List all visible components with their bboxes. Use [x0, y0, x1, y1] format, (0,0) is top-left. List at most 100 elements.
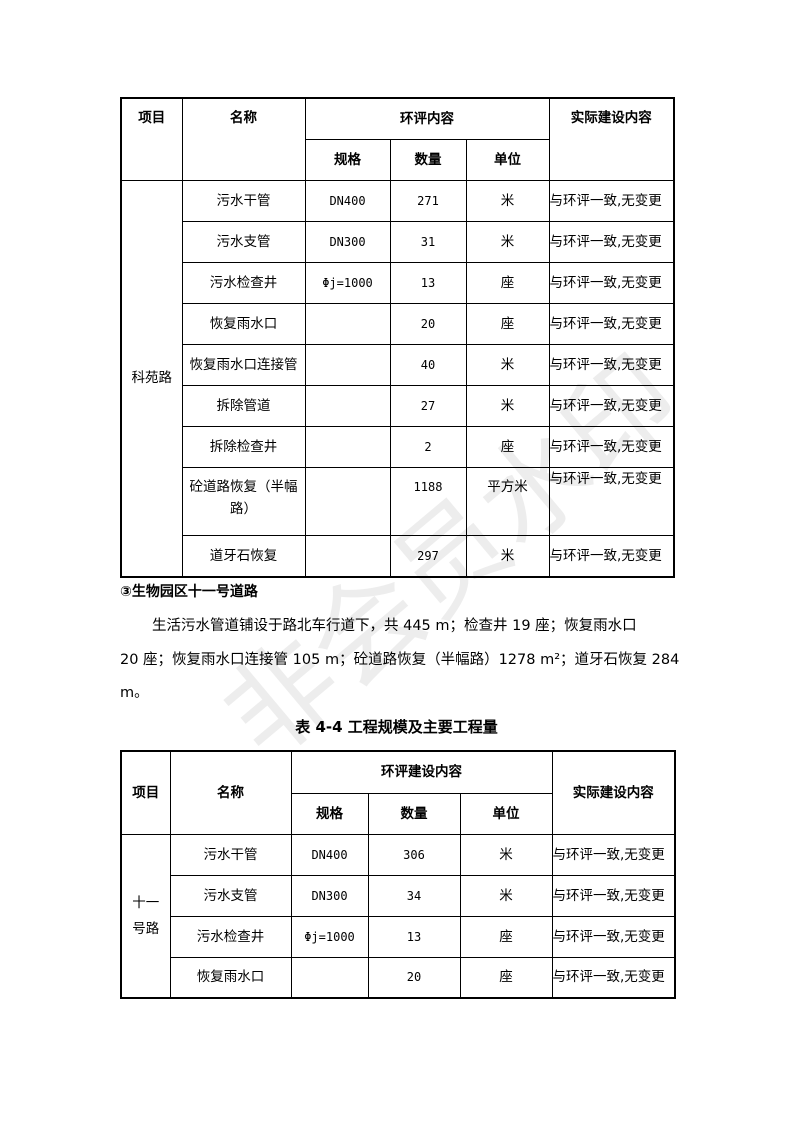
- table-row: 污水检查井 Φj=1000 13 座与环评一致,无变更: [121, 915, 676, 958]
- name-cell: 恢复雨水口: [181, 302, 306, 345]
- header-name: 名称: [169, 750, 292, 835]
- actual-cell: 与环评一致,无变更: [551, 915, 676, 958]
- header-unit: 单位: [459, 792, 553, 835]
- qty-cell: 13: [389, 261, 467, 304]
- actual-cell: 与环评一致,无变更: [551, 956, 676, 999]
- actual-cell: 与环评一致,无变更: [548, 384, 675, 427]
- table-row: 污水检查井 Φj=1000 13 座与环评一致,无变更: [121, 261, 675, 304]
- actual-cell: 与环评一致,无变更: [548, 425, 675, 468]
- actual-cell: 与环评一致,无变更: [548, 220, 675, 263]
- table-row: 恢复雨水口 20 座与环评一致,无变更: [121, 956, 676, 999]
- spec-cell: [304, 534, 391, 578]
- paragraph-line: m。: [120, 685, 149, 701]
- table-3: 项目 名称 环评内容 实际建设内容 规格 数量 单位 科苑路 污水干管 DN400 2…: [120, 97, 675, 578]
- name-cell: 污水支管: [181, 220, 306, 263]
- header-qty: 数量: [389, 138, 467, 181]
- actual-cell: 与环评一致,无变更: [548, 466, 675, 536]
- table-row: 道牙石恢复 297 米与环评一致,无变更: [121, 534, 675, 578]
- qty-cell: 20: [389, 302, 467, 345]
- spec-cell: [304, 384, 391, 427]
- unit-cell: 座: [459, 956, 553, 999]
- spec-cell: [304, 302, 391, 345]
- spec-cell: DN400: [290, 833, 369, 876]
- spec-cell: DN300: [290, 874, 369, 917]
- name-cell: 恢复雨水口连接管: [181, 343, 306, 386]
- table-caption: 表 4-4 工程规模及主要工程量: [295, 718, 498, 736]
- spec-cell: DN400: [304, 179, 391, 222]
- qty-cell: 20: [367, 956, 461, 999]
- unit-cell: 米: [465, 343, 550, 386]
- spec-cell: [290, 956, 369, 999]
- table-row: 拆除检查井 2 座与环评一致,无变更: [121, 425, 675, 468]
- actual-cell: 与环评一致,无变更: [548, 343, 675, 386]
- header-item: 项目: [120, 750, 171, 835]
- unit-cell: 座: [465, 261, 550, 304]
- name-cell: 污水干管: [181, 179, 306, 222]
- unit-cell: 座: [459, 915, 553, 958]
- name-cell: 道牙石恢复: [181, 534, 306, 578]
- name-cell: 污水检查井: [181, 261, 306, 304]
- qty-cell: 297: [389, 534, 467, 578]
- group-cell: 科苑路: [120, 179, 183, 578]
- table-row: 恢复雨水口 20 座与环评一致,无变更: [121, 302, 675, 345]
- table-4-4: 项目 名称 环评建设内容 实际建设内容 规格 数量 单位 十一号路 污水干管 DN4…: [120, 750, 676, 999]
- actual-cell: 与环评一致,无变更: [551, 874, 676, 917]
- name-cell: 污水干管: [169, 833, 292, 876]
- actual-cell: 与环评一致,无变更: [551, 833, 676, 876]
- spec-cell: Φj=1000: [290, 915, 369, 958]
- qty-cell: 31: [389, 220, 467, 263]
- header-spec: 规格: [290, 792, 369, 835]
- qty-cell: 13: [367, 915, 461, 958]
- table-row: 十一号路 污水干管 DN400 306 米与环评一致,无变更: [120, 833, 676, 999]
- header-eia: 环评内容: [304, 97, 550, 140]
- table-row: 科苑路 污水干管 DN400 271 米与环评一致,无变更: [120, 179, 675, 578]
- name-cell: 污水检查井: [169, 915, 292, 958]
- unit-cell: 米: [459, 874, 553, 917]
- spec-cell: [304, 425, 391, 468]
- unit-cell: 米: [465, 534, 550, 578]
- actual-cell: 与环评一致,无变更: [548, 179, 675, 222]
- name-cell: 拆除管道: [181, 384, 306, 427]
- table-row: 拆除管道 27 米与环评一致,无变更: [121, 384, 675, 427]
- header-item: 项目: [120, 97, 183, 181]
- table-row: 恢复雨水口连接管 40 米与环评一致,无变更: [121, 343, 675, 386]
- table-row: 砼道路恢复（半幅路） 1188 平方米 与环评一致,无变更: [121, 466, 675, 536]
- qty-cell: 1188: [389, 466, 467, 536]
- name-cell: 恢复雨水口: [169, 956, 292, 999]
- unit-cell: 米: [465, 220, 550, 263]
- spec-cell: [304, 466, 391, 536]
- header-name: 名称: [181, 97, 306, 181]
- group-cell: 十一号路: [120, 833, 171, 999]
- table-row: 污水支管 DN300 34 米与环评一致,无变更: [121, 874, 676, 917]
- header-actual: 实际建设内容: [551, 750, 676, 835]
- qty-cell: 2: [389, 425, 467, 468]
- paragraph-line: 生活污水管道铺设于路北车行道下，共 445 m；检查井 19 座；恢复雨水口: [152, 618, 637, 634]
- qty-cell: 34: [367, 874, 461, 917]
- section-title: ③生物园区十一号道路: [120, 584, 258, 600]
- table-row: 污水支管 DN300 31 米与环评一致,无变更: [121, 220, 675, 263]
- paragraph-line: 20 座；恢复雨水口连接管 105 m；砼道路恢复（半幅路）1278 m²；道牙…: [120, 652, 680, 668]
- unit-cell: 米: [465, 384, 550, 427]
- spec-cell: DN300: [304, 220, 391, 263]
- spec-cell: [304, 343, 391, 386]
- actual-cell: 与环评一致,无变更: [548, 302, 675, 345]
- name-cell: 拆除检查井: [181, 425, 306, 468]
- header-unit: 单位: [465, 138, 550, 181]
- unit-cell: 米: [465, 179, 550, 222]
- qty-cell: 271: [389, 179, 467, 222]
- unit-cell: 米: [459, 833, 553, 876]
- spec-cell: Φj=1000: [304, 261, 391, 304]
- qty-cell: 40: [389, 343, 467, 386]
- actual-cell: 与环评一致,无变更: [548, 261, 675, 304]
- actual-cell: 与环评一致,无变更: [548, 534, 675, 578]
- unit-cell: 平方米: [465, 466, 550, 536]
- qty-cell: 27: [389, 384, 467, 427]
- qty-cell: 306: [367, 833, 461, 876]
- name-cell: 砼道路恢复（半幅路）: [181, 466, 306, 536]
- header-actual: 实际建设内容: [548, 97, 675, 181]
- header-qty: 数量: [367, 792, 461, 835]
- header-eia: 环评建设内容: [290, 750, 553, 794]
- header-spec: 规格: [304, 138, 391, 181]
- name-cell: 污水支管: [169, 874, 292, 917]
- unit-cell: 座: [465, 425, 550, 468]
